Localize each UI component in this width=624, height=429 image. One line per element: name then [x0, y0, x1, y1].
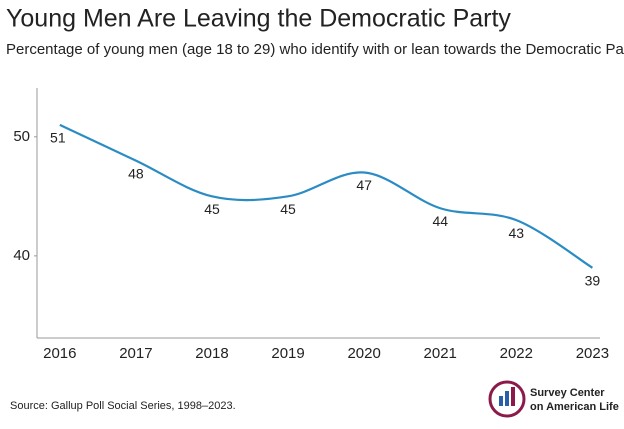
x-tick-label: 2022	[500, 345, 533, 362]
data-label: 39	[585, 272, 601, 288]
x-tick-label: 2018	[195, 345, 228, 362]
chart-title: Young Men Are Leaving the Democratic Par…	[6, 5, 511, 33]
x-tick-label: 2019	[271, 345, 304, 362]
data-label: 43	[509, 225, 525, 241]
x-tick-label: 2021	[424, 345, 457, 362]
x-tick-label: 2023	[576, 345, 609, 362]
logo-text: Survey Center	[530, 387, 605, 399]
chart-subtitle: Percentage of young men (age 18 to 29) w…	[6, 41, 624, 58]
data-label: 51	[50, 130, 66, 146]
y-tick-label: 50	[13, 128, 30, 145]
logo-bar	[505, 391, 509, 406]
data-label: 45	[204, 201, 220, 217]
data-label: 45	[280, 201, 296, 217]
logo-bar	[511, 387, 515, 406]
x-tick-label: 2020	[347, 345, 380, 362]
logo-ring	[488, 380, 526, 418]
data-label: 47	[356, 177, 372, 193]
logo-text: on American Life	[530, 401, 619, 413]
data-label: 44	[432, 213, 448, 229]
logo-bar	[499, 396, 503, 406]
x-tick-label: 2016	[43, 345, 76, 362]
x-tick-label: 2017	[119, 345, 152, 362]
logo: Survey Center on American Life	[488, 380, 619, 418]
data-label: 48	[128, 165, 144, 181]
line	[59, 123, 593, 269]
source: Source: Gallup Poll Social Series, 1998–…	[10, 400, 236, 412]
y-tick-label: 40	[13, 247, 30, 264]
